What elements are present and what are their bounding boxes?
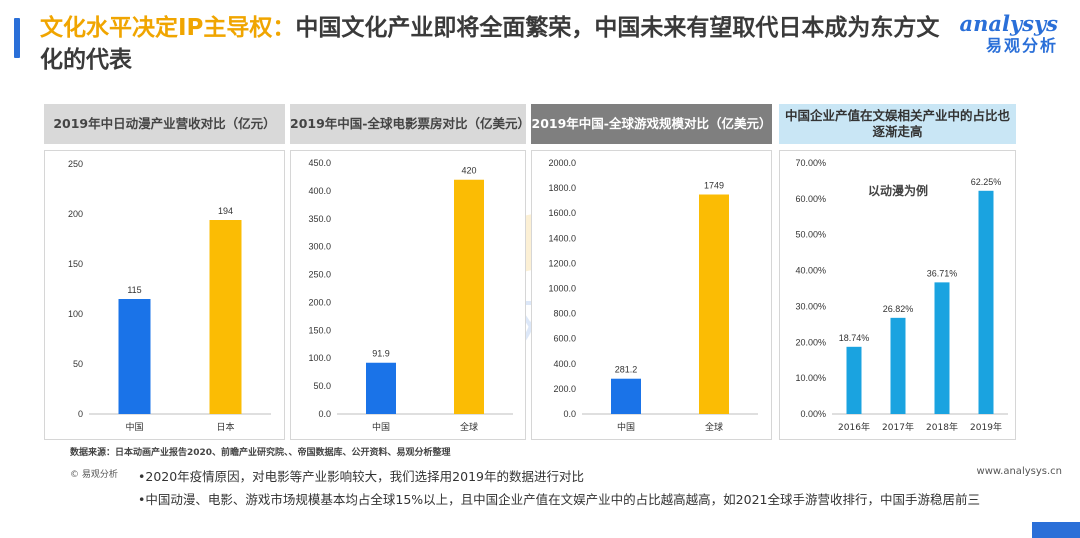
x-tick-label: 2019年 <box>970 421 1002 433</box>
chart2-svg: 0.0 50.0 100.0 150.0 200.0 250.0 300.0 350.0 400… <box>308 158 513 433</box>
chart4-header: 中国企业产值在文娱相关产业中的占比也逐渐走高 <box>779 104 1016 144</box>
y-tick-label: 150.0 <box>308 325 331 335</box>
bar <box>209 220 242 414</box>
analysys-logo: analysys 易观分析 <box>948 12 1058 56</box>
x-tick-label: 中国 <box>372 421 390 433</box>
y-tick-label: 1000.0 <box>548 284 576 294</box>
data-label: 420 <box>461 166 476 176</box>
bar <box>699 194 729 414</box>
x-tick-label: 全球 <box>705 421 723 433</box>
y-tick-label: 350.0 <box>308 214 331 224</box>
y-tick-label: 400.0 <box>308 186 331 196</box>
y-tick-label: 0.00% <box>800 409 826 419</box>
y-tick-label: 20.00% <box>795 337 826 347</box>
chart1-header: 2019年中日动漫产业营收对比（亿元） <box>44 104 285 144</box>
page-title-rest: 中国文化产业即将全面繁荣，中国未来有望取代日本成为东方文化的代表 <box>40 15 940 73</box>
data-label: 194 <box>218 206 233 216</box>
chart4-panel: 0.00% 10.00% 20.00% 30.00% 40.00% 50.00% 60.00… <box>779 150 1016 440</box>
chart1-title: 2019年中日动漫产业营收对比（亿元） <box>53 116 276 131</box>
y-tick-label: 1200.0 <box>548 258 576 268</box>
page-title-highlight: 文化水平决定IP主导权： <box>40 15 296 41</box>
logo-text-en: analysys <box>959 11 1058 36</box>
y-tick-label: 70.00% <box>795 158 826 168</box>
chart1-svg: 0 50 100 150 200 250 115 中国 194 日本 <box>68 159 271 433</box>
bar <box>366 362 396 414</box>
y-tick-label: 50.00% <box>795 230 826 240</box>
website-link[interactable]: www.analysys.cn <box>976 466 1062 477</box>
corner-decoration <box>1032 522 1080 538</box>
y-tick-label: 600.0 <box>553 334 576 344</box>
y-tick-label: 200.0 <box>553 384 576 394</box>
data-label: 281.2 <box>615 365 638 375</box>
y-tick-label: 800.0 <box>553 309 576 319</box>
note-item: •2020年疫情原因，对电影等产业影响较大，我们选择用2019年的数据进行对比 <box>138 469 584 484</box>
y-tick-label: 1400.0 <box>548 233 576 243</box>
copyright: © 易观分析 <box>70 470 118 480</box>
x-tick-label: 2018年 <box>926 421 958 433</box>
data-label: 115 <box>127 285 141 295</box>
data-label: 91.9 <box>372 349 390 359</box>
x-tick-label: 2016年 <box>838 421 870 433</box>
chart2-header: 2019年中国-全球电影票房对比（亿美元） <box>290 104 530 144</box>
x-tick-label: 全球 <box>460 421 478 433</box>
bar <box>934 282 950 414</box>
data-label: 36.71% <box>927 268 958 278</box>
y-tick-label: 1800.0 <box>548 183 576 193</box>
chart3-panel: 0.0 200.0 400.0 600.0 800.0 1000.0 1200.0 1400.… <box>531 150 772 440</box>
y-tick-label: 250 <box>68 159 83 169</box>
y-tick-label: 0.0 <box>563 409 576 419</box>
bar <box>454 179 484 414</box>
y-tick-label: 200.0 <box>308 297 331 307</box>
chart4-svg: 0.00% 10.00% 20.00% 30.00% 40.00% 50.00% 60.00… <box>795 158 1008 433</box>
y-tick-label: 1600.0 <box>548 208 576 218</box>
y-tick-label: 400.0 <box>553 359 576 369</box>
y-tick-label: 100.0 <box>308 353 331 363</box>
chart-annotation: 以动漫为例 <box>868 183 928 198</box>
data-label: 26.82% <box>883 304 914 314</box>
data-label: 62.25% <box>971 177 1002 187</box>
chart2-title: 2019年中国-全球电影票房对比（亿美元） <box>290 116 530 131</box>
note-item: •中国动漫、电影、游戏市场规模基本均占全球15%以上，且中国企业产值在文娱产业中… <box>138 492 980 507</box>
bar <box>978 190 994 414</box>
notes: •2020年疫情原因，对电影等产业影响较大，我们选择用2019年的数据进行对比 … <box>138 466 1018 512</box>
logo-text-cn: 易观分析 <box>985 36 1058 55</box>
y-tick-label: 300.0 <box>308 242 331 252</box>
y-tick-label: 2000.0 <box>548 158 576 168</box>
title-accent-bar <box>14 18 20 58</box>
y-tick-label: 250.0 <box>308 270 331 280</box>
y-tick-label: 60.00% <box>795 194 826 204</box>
y-tick-label: 450.0 <box>308 158 331 168</box>
page-title: 文化水平决定IP主导权：中国文化产业即将全面繁荣，中国未来有望取代日本成为东方文… <box>40 12 940 76</box>
x-tick-label: 日本 <box>216 421 234 433</box>
x-tick-label: 中国 <box>617 421 635 433</box>
chart2-panel: 0.0 50.0 100.0 150.0 200.0 250.0 300.0 350.0 400… <box>290 150 526 440</box>
y-tick-label: 150 <box>68 259 83 269</box>
data-label: 1749 <box>704 181 724 191</box>
data-label: 18.74% <box>839 333 870 343</box>
data-source: 数据来源：日本动画产业报告2020、前瞻产业研究院、、帝国数据库、公开资料、易观… <box>70 448 451 458</box>
y-tick-label: 0.0 <box>318 409 331 419</box>
bar <box>890 317 906 414</box>
x-tick-label: 2017年 <box>882 421 914 433</box>
y-tick-label: 0 <box>78 409 83 419</box>
y-tick-label: 200 <box>68 209 83 219</box>
bar <box>611 378 641 414</box>
x-tick-label: 中国 <box>125 421 143 433</box>
y-tick-label: 40.00% <box>795 266 826 276</box>
chart3-svg: 0.0 200.0 400.0 600.0 800.0 1000.0 1200.0 1400.… <box>548 158 758 433</box>
chart3-title: 2019年中国-全球游戏规模对比（亿美元） <box>531 116 772 131</box>
y-tick-label: 10.00% <box>795 373 826 383</box>
chart4-title: 中国企业产值在文娱相关产业中的占比也逐渐走高 <box>784 108 1010 139</box>
bar <box>846 346 862 414</box>
y-tick-label: 100 <box>68 309 83 319</box>
bar <box>118 299 151 414</box>
y-tick-label: 50 <box>73 359 83 369</box>
y-tick-label: 50.0 <box>313 381 331 391</box>
y-tick-label: 30.00% <box>795 301 826 311</box>
chart3-header: 2019年中国-全球游戏规模对比（亿美元） <box>531 104 772 144</box>
chart1-panel: 0 50 100 150 200 250 115 中国 194 日本 <box>44 150 285 440</box>
